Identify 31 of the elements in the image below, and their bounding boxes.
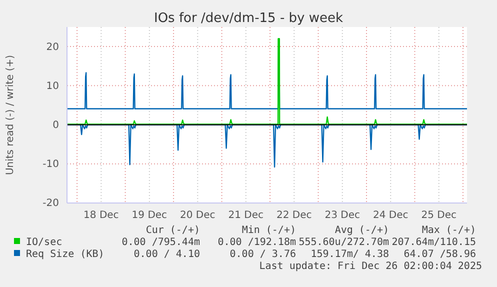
text: Max (-/+) [422,225,476,236]
text: 207.64m/110.15 [392,237,476,248]
text: Avg (-/+) [334,225,389,236]
text: 0.00 /192.18m [218,237,296,248]
chart-title: IOs for /dev/dm-15 - by week [154,11,344,26]
x-tick-label: 18 Dec [84,210,119,222]
legend-label: Req Size (KB) [26,249,104,260]
x-tick-label: 23 Dec [324,210,360,222]
x-tick-label: 25 Dec [421,210,456,222]
line-series [66,38,468,125]
y-tick-label: 20 [46,42,59,53]
text: Cur (-/+) [146,225,200,236]
y-tick-label: 10 [46,80,59,92]
legend-label: IO/sec [26,237,62,248]
text: Min (-/+) [242,225,296,236]
y-tick-label: 0 [52,120,59,131]
y-axis-title: Units read (-) / write (+) [5,54,16,176]
text: 0.00 /795.44m [122,237,200,248]
text: Last update: Fri Dec 26 02:00:04 2025 [259,261,482,272]
y-tick-label: -10 [42,159,59,170]
y-tick-label: -20 [42,198,59,210]
text: 0.00 / 4.10 [134,249,200,260]
x-tick-label: 24 Dec [372,210,408,222]
x-tick-label: 19 Dec [132,210,168,222]
text: 159.17m/ 4.38 [310,249,389,260]
text: 64.07 /58.96 [404,249,476,260]
x-tick-label: 21 Dec [228,210,264,222]
x-tick-label: 20 Dec [180,210,216,222]
x-tick-label: 22 Dec [276,210,312,222]
text: 0.00 / 3.76 [230,249,296,260]
text: 555.60u/272.70m [298,237,389,248]
